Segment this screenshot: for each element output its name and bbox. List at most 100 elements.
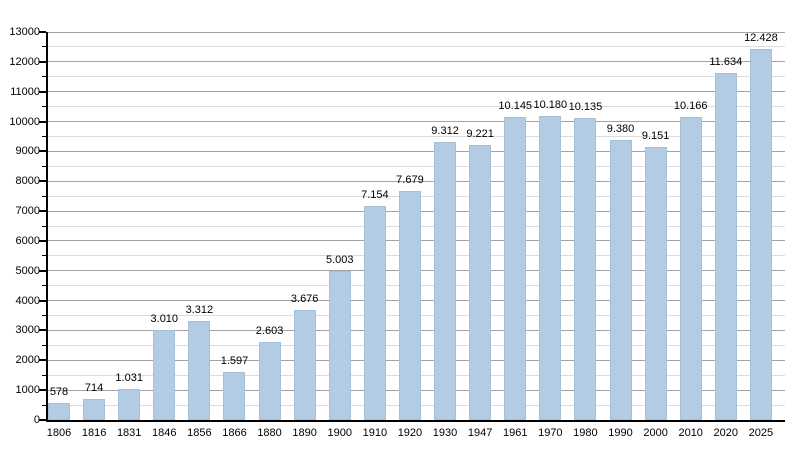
x-tick-label: 2010 bbox=[678, 427, 703, 439]
gridline-minor bbox=[48, 46, 785, 48]
y-tick-label: 4000 bbox=[15, 294, 40, 307]
bar bbox=[749, 49, 772, 420]
bar-value-label: 10.145 bbox=[498, 100, 533, 113]
y-tick-label: 11000 bbox=[10, 85, 40, 98]
bar bbox=[48, 402, 70, 420]
gridline-major bbox=[48, 121, 785, 123]
x-tick-label: 1816 bbox=[81, 427, 107, 439]
bar bbox=[679, 116, 702, 420]
bar-value-label: 9.221 bbox=[466, 127, 494, 140]
y-axis-tick bbox=[42, 195, 46, 197]
x-tick-label: 1846 bbox=[152, 427, 177, 439]
y-axis-tick bbox=[39, 60, 46, 63]
y-axis-tick bbox=[39, 329, 46, 332]
y-tick-label: 9000 bbox=[15, 145, 40, 158]
y-axis-tick bbox=[39, 210, 46, 213]
y-axis-tick bbox=[39, 120, 46, 123]
y-tick-label: 8000 bbox=[15, 175, 40, 188]
x-tick-label: 1947 bbox=[467, 427, 493, 439]
y-tick-label: 1000 bbox=[15, 384, 40, 397]
x-tick-label: 1890 bbox=[292, 427, 317, 439]
plot-area: 0 1000 2000 3000 4000 5000 6000 7000 8000 9000 100… bbox=[9, 26, 785, 439]
x-tick-label: 1880 bbox=[257, 427, 282, 439]
bar bbox=[714, 72, 737, 420]
gridline-major bbox=[48, 61, 785, 63]
y-tick-label: 10000 bbox=[9, 115, 40, 128]
y-axis-tick bbox=[39, 299, 46, 302]
bar-value-label: 714 bbox=[84, 381, 104, 394]
y-axis-tick bbox=[42, 225, 46, 227]
y-axis-tick bbox=[39, 269, 46, 272]
y-axis-tick bbox=[42, 135, 46, 137]
y-axis-tick bbox=[42, 46, 46, 48]
bar-value-label: 5.003 bbox=[325, 253, 354, 266]
x-tick-label: 1930 bbox=[432, 427, 458, 439]
gridline-minor bbox=[48, 135, 785, 137]
bar bbox=[293, 310, 316, 420]
bar-value-label: 12.428 bbox=[744, 32, 778, 45]
y-axis-tick bbox=[42, 404, 46, 406]
x-tick-label: 1961 bbox=[502, 427, 528, 439]
y-tick-label: 5000 bbox=[15, 264, 40, 277]
y-axis-tick bbox=[42, 76, 46, 78]
gridline-minor bbox=[48, 165, 785, 167]
bar-value-label: 2.603 bbox=[255, 325, 284, 338]
gridline-major bbox=[48, 180, 785, 182]
y-axis-tick bbox=[39, 150, 46, 153]
gridline-minor bbox=[48, 106, 785, 108]
y-axis-tick bbox=[42, 165, 46, 167]
bar bbox=[258, 342, 281, 420]
x-tick-label: 2020 bbox=[713, 427, 739, 439]
x-tick-label: 1831 bbox=[116, 427, 142, 439]
bar-value-label: 9.312 bbox=[431, 125, 459, 138]
gridline-major bbox=[48, 150, 785, 152]
gridline-minor bbox=[48, 76, 785, 78]
bar-value-label: 10.135 bbox=[568, 100, 603, 113]
bar-value-label: 3.312 bbox=[185, 304, 214, 317]
y-axis-tick bbox=[42, 285, 46, 287]
x-tick-label: 1910 bbox=[362, 427, 388, 439]
x-tick-label: 1856 bbox=[187, 427, 212, 439]
y-axis-tick bbox=[39, 31, 46, 33]
bar-value-label: 3.676 bbox=[290, 293, 319, 306]
bar-value-label: 7.154 bbox=[361, 189, 389, 202]
bar-value-label: 10.166 bbox=[673, 99, 708, 112]
x-tick-label: 1990 bbox=[608, 427, 633, 439]
y-axis-tick bbox=[42, 315, 46, 317]
x-tick-label: 2025 bbox=[748, 427, 774, 439]
bar-value-label: 10.180 bbox=[533, 99, 568, 112]
x-tick-label: 1980 bbox=[573, 427, 598, 439]
y-tick-label: 2000 bbox=[15, 354, 40, 367]
bar-value-label: 1.597 bbox=[220, 355, 249, 368]
bar bbox=[153, 330, 176, 420]
y-tick-label: 0 bbox=[33, 414, 40, 426]
bar bbox=[188, 321, 211, 420]
bar bbox=[539, 116, 562, 420]
bar-value-label: 1.031 bbox=[115, 372, 143, 385]
y-axis-tick bbox=[42, 255, 46, 257]
bar-value-label: 3.010 bbox=[150, 313, 179, 326]
bar-value-label: 7.679 bbox=[396, 173, 424, 186]
bar-value-label: 9.151 bbox=[641, 129, 670, 142]
y-axis-tick bbox=[39, 389, 46, 392]
y-tick-label: 6000 bbox=[15, 234, 40, 247]
x-tick-label: 1866 bbox=[222, 427, 247, 439]
bar bbox=[504, 117, 527, 420]
gridline-major bbox=[48, 91, 785, 93]
bar-value-label: 9.380 bbox=[606, 123, 635, 136]
bar bbox=[118, 389, 141, 420]
bar bbox=[469, 144, 492, 420]
bar-value-label: 578 bbox=[49, 385, 69, 398]
gridline-major bbox=[48, 31, 785, 33]
bar bbox=[644, 146, 667, 420]
bar bbox=[328, 270, 351, 420]
y-axis-tick bbox=[42, 344, 46, 346]
bar bbox=[223, 372, 246, 420]
bar bbox=[609, 140, 632, 420]
bar bbox=[434, 142, 457, 420]
y-tick-label: 13000 bbox=[9, 26, 40, 38]
bar-value-label: 11.634 bbox=[709, 55, 743, 68]
bar bbox=[363, 206, 386, 420]
y-axis-tick bbox=[39, 180, 46, 183]
